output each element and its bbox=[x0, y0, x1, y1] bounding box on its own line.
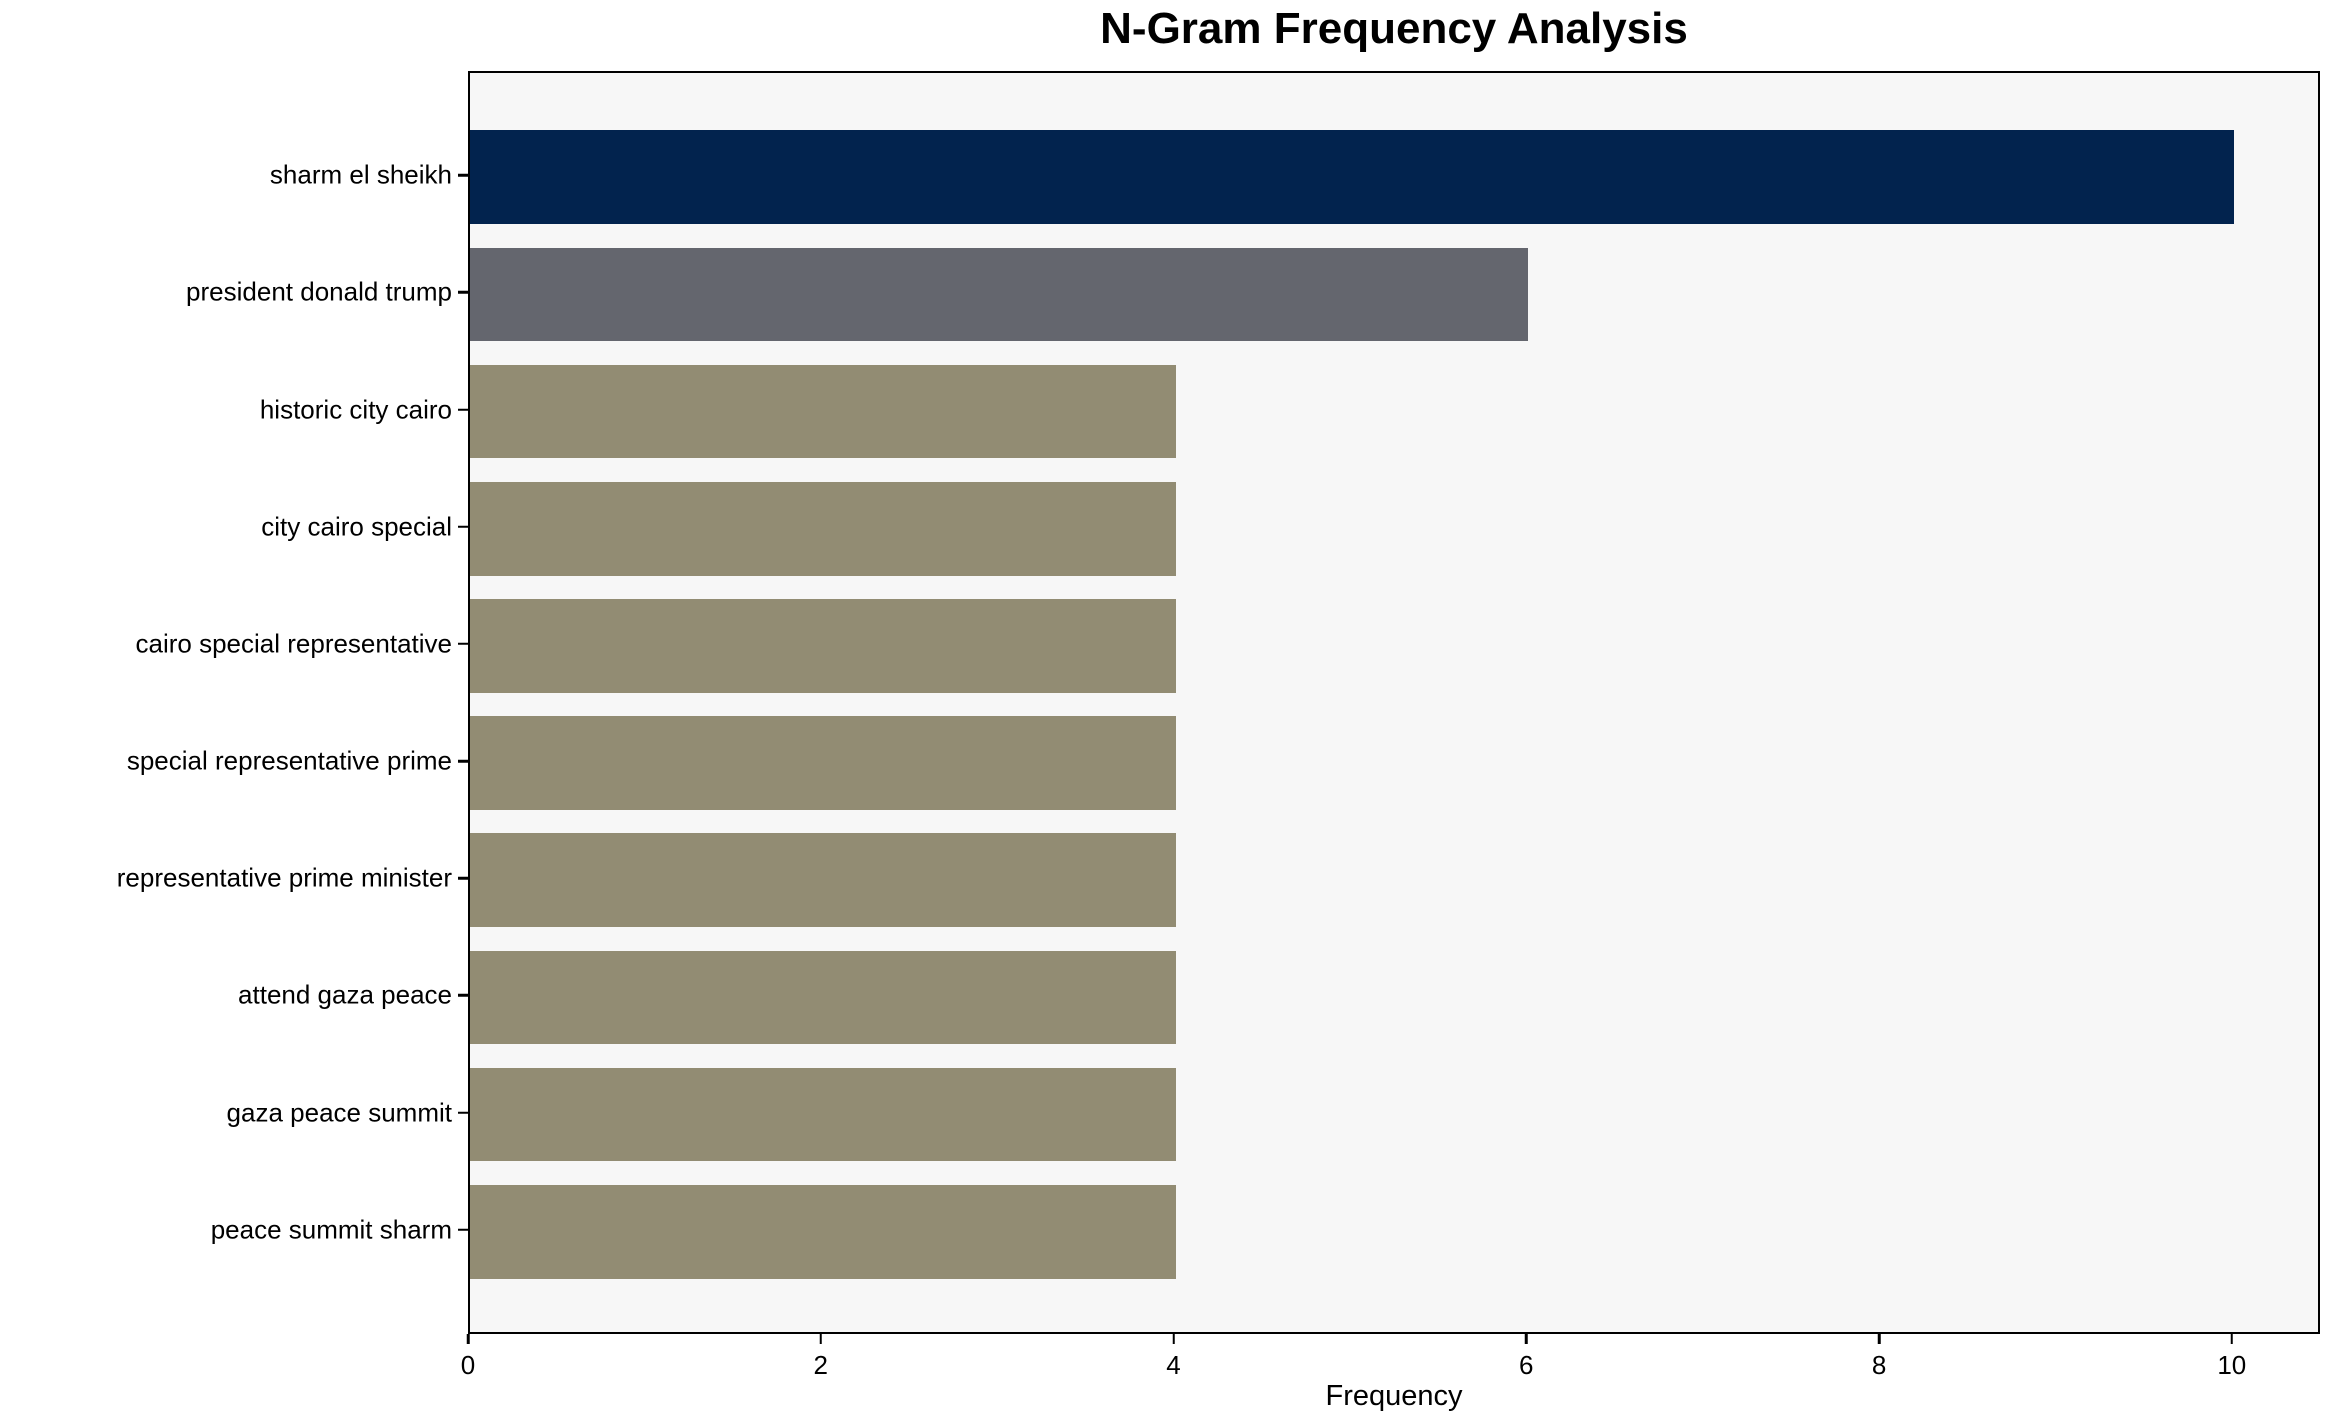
y-tick-mark bbox=[458, 291, 468, 294]
y-tick-mark bbox=[458, 1111, 468, 1114]
y-tick-label: president donald trump bbox=[186, 276, 452, 307]
y-tick-label: representative prime minister bbox=[116, 862, 452, 893]
y-tick-mark bbox=[458, 642, 468, 646]
y-tick-mark bbox=[458, 408, 468, 411]
x-tick-mark bbox=[819, 1334, 822, 1344]
bar bbox=[470, 599, 1176, 693]
chart-title: N-Gram Frequency Analysis bbox=[1100, 4, 1688, 53]
bar bbox=[470, 247, 1529, 342]
y-tick-mark bbox=[458, 876, 468, 880]
x-tick-label: 2 bbox=[813, 1350, 828, 1380]
y-tick-label: special representative prime bbox=[126, 745, 452, 776]
y-tick-label: historic city cairo bbox=[259, 394, 452, 425]
x-tick-label: 6 bbox=[1519, 1350, 1534, 1380]
x-tick-mark bbox=[1877, 1334, 1881, 1344]
y-tick-label: attend gaza peace bbox=[238, 979, 452, 1010]
bar bbox=[470, 833, 1176, 928]
bar bbox=[470, 950, 1176, 1045]
x-axis-title: Frequency bbox=[1325, 1380, 1463, 1412]
y-tick-mark bbox=[458, 994, 468, 997]
bar bbox=[470, 1067, 1176, 1162]
bar bbox=[470, 364, 1176, 459]
x-tick-label: 10 bbox=[2217, 1350, 2247, 1380]
y-tick-label: cairo special representative bbox=[135, 628, 453, 659]
y-tick-label: sharm el sheikh bbox=[269, 159, 452, 190]
bar bbox=[470, 130, 2234, 225]
bar bbox=[470, 716, 1176, 810]
bar bbox=[470, 481, 1176, 576]
bar bbox=[470, 1184, 1176, 1279]
x-tick-label: 4 bbox=[1166, 1350, 1181, 1380]
y-tick-mark bbox=[458, 174, 468, 177]
x-tick-mark bbox=[1172, 1334, 1175, 1344]
x-tick-mark bbox=[466, 1334, 470, 1344]
plot-area bbox=[468, 71, 2320, 1334]
x-tick-mark bbox=[1525, 1334, 1528, 1344]
y-tick-mark bbox=[458, 1228, 468, 1231]
y-tick-mark bbox=[458, 525, 468, 528]
y-tick-label: peace summit sharm bbox=[210, 1214, 452, 1245]
x-tick-label: 8 bbox=[1871, 1350, 1887, 1380]
y-tick-mark bbox=[458, 759, 468, 763]
y-tick-label: city cairo special bbox=[261, 511, 452, 542]
x-tick-label: 0 bbox=[460, 1350, 476, 1380]
y-tick-label: gaza peace summit bbox=[226, 1097, 452, 1128]
x-tick-mark bbox=[2230, 1334, 2234, 1344]
